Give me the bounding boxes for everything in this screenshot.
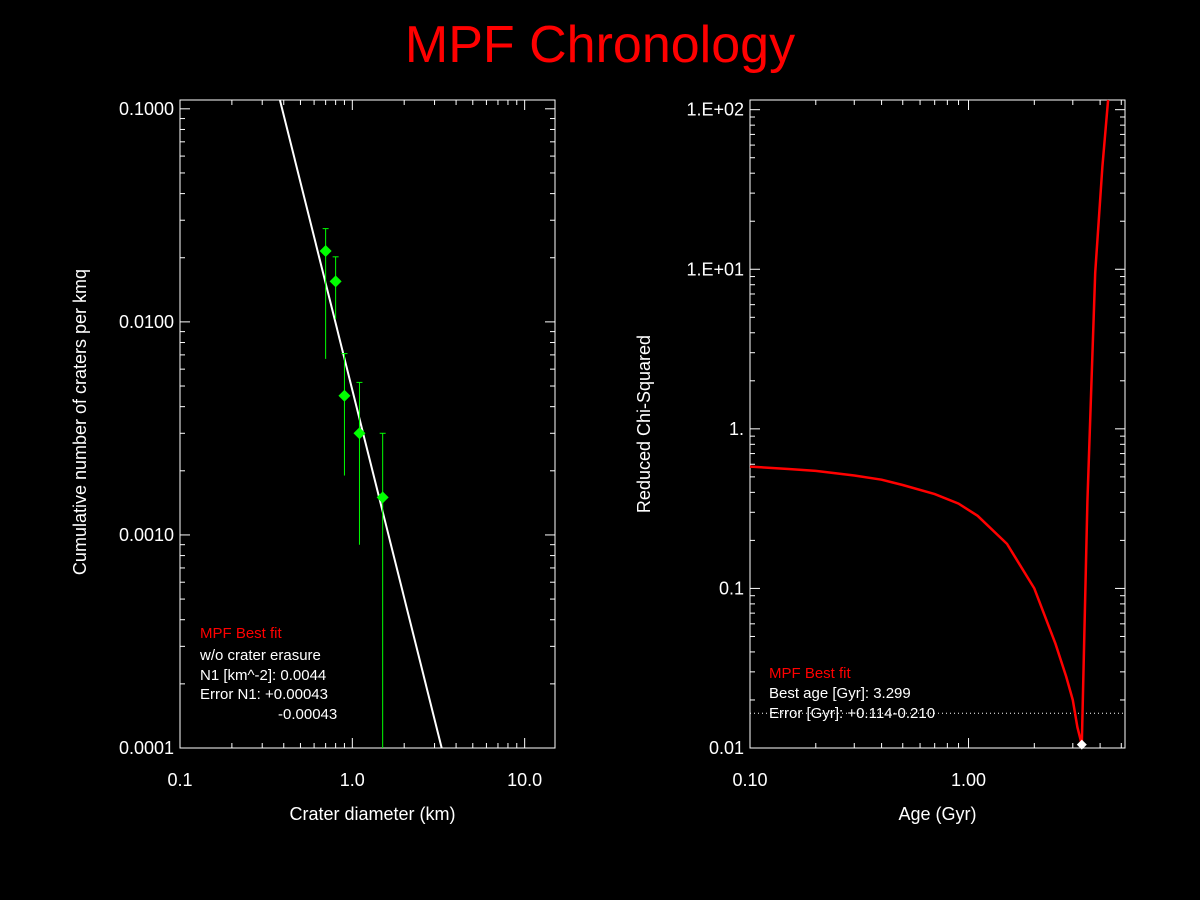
data-point bbox=[353, 427, 366, 440]
legend-line: Error [Gyr]: +0.114-0.210 bbox=[769, 705, 935, 722]
legend-heading: MPF Best fit bbox=[769, 665, 852, 682]
plot-frame bbox=[749, 99, 1126, 749]
tick-marks bbox=[179, 100, 555, 749]
y-axis-label: Cumulative number of craters per kmq bbox=[70, 269, 90, 575]
chi-squared-plot: 0.10 1.00 0.01 0.1 1. 1.E+01 1.E+02 Age (Gyr) Re… bbox=[634, 99, 1126, 824]
y-tick-label: 0.1000 bbox=[119, 99, 174, 119]
y-tick-label: 1. bbox=[729, 419, 744, 439]
data-point bbox=[329, 275, 342, 288]
legend-line: Best age [Gyr]: 3.299 bbox=[769, 685, 911, 702]
x-tick-label: 10.0 bbox=[507, 770, 542, 790]
best-fit-marker bbox=[1076, 739, 1087, 750]
x-axis-label: Age (Gyr) bbox=[898, 804, 976, 824]
figure-title: MPF Chronology bbox=[405, 16, 795, 74]
y-tick-label: 0.1 bbox=[719, 578, 744, 598]
y-tick-label: 0.0010 bbox=[119, 525, 174, 545]
y-tick-label: 1.E+01 bbox=[686, 259, 744, 279]
chi-squared-curve bbox=[749, 99, 1110, 745]
x-tick-label: 1.00 bbox=[951, 770, 986, 790]
legend-line: -0.00043 bbox=[278, 706, 337, 723]
y-axis-label: Reduced Chi-Squared bbox=[634, 335, 654, 513]
y-tick-label: 0.0001 bbox=[119, 738, 174, 758]
x-tick-label: 1.0 bbox=[340, 770, 365, 790]
y-tick-label: 0.01 bbox=[709, 738, 744, 758]
data-point bbox=[376, 491, 389, 504]
legend-line: Error N1: +0.00043 bbox=[200, 686, 328, 703]
data-point bbox=[319, 245, 332, 258]
legend-line: N1 [km^-2]: 0.0044 bbox=[200, 667, 326, 684]
x-tick-label: 0.1 bbox=[167, 770, 192, 790]
y-tick-label: 0.0100 bbox=[119, 312, 174, 332]
fit-line bbox=[278, 99, 443, 749]
plot-frame bbox=[179, 99, 556, 749]
x-axis-label: Crater diameter (km) bbox=[289, 804, 455, 824]
x-tick-label: 0.10 bbox=[732, 770, 767, 790]
legend-heading: MPF Best fit bbox=[200, 625, 283, 642]
legend-line: w/o crater erasure bbox=[199, 647, 321, 664]
data-point bbox=[338, 389, 351, 402]
crater-size-frequency-plot: 0.1 1.0 10.0 0.0001 0.0010 0.0100 0.1000 Crater… bbox=[70, 99, 556, 824]
y-tick-label: 1.E+02 bbox=[686, 100, 744, 120]
tick-marks bbox=[749, 100, 1125, 749]
